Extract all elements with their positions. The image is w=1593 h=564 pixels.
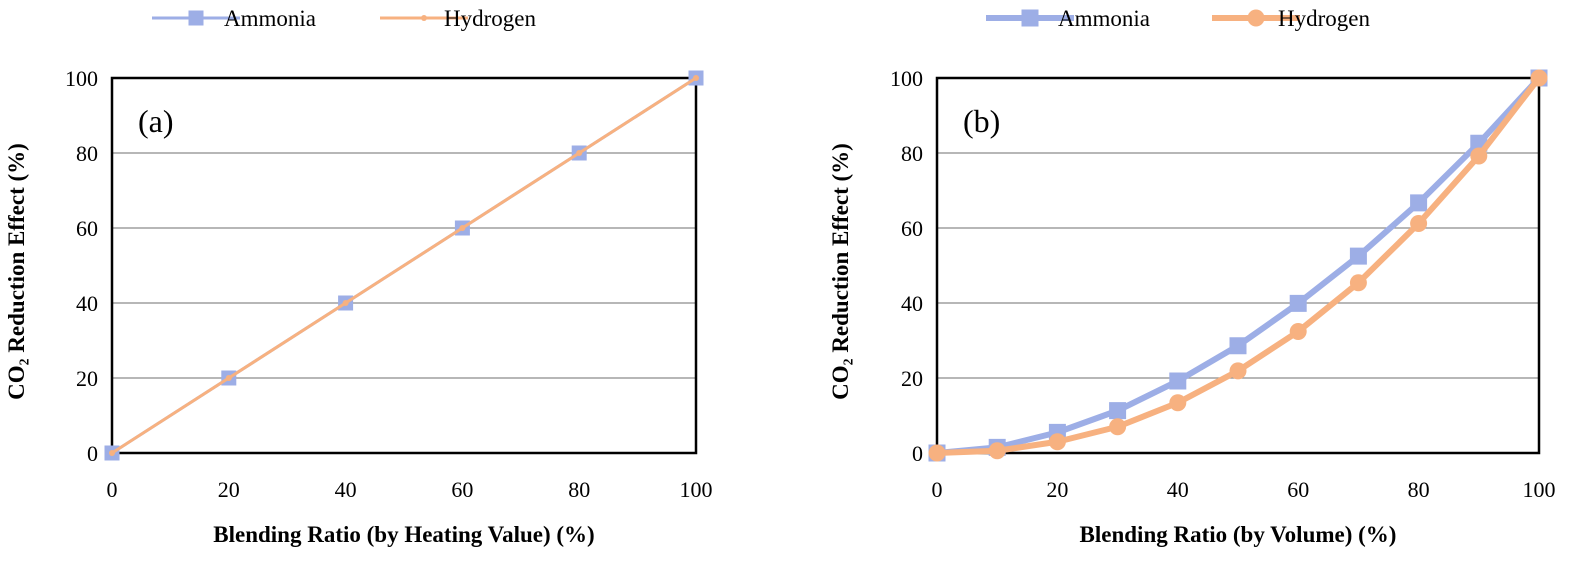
data-point-ammonia bbox=[1410, 194, 1428, 212]
y-tick-label: 0 bbox=[912, 441, 923, 466]
y-tick-label: 80 bbox=[76, 141, 98, 166]
data-point-hydrogen bbox=[459, 225, 466, 231]
y-tick-label: 20 bbox=[901, 366, 923, 391]
data-point-hydrogen bbox=[928, 444, 946, 462]
legend-marker-ammonia bbox=[1021, 9, 1039, 27]
data-point-ammonia bbox=[1349, 247, 1367, 265]
data-point-hydrogen bbox=[342, 300, 349, 306]
chart-panel-b: 0 20 40 60 80 100 0 20 40 60 80 100 Blending Ratio (… bbox=[828, 6, 1556, 547]
plot-area-border bbox=[110, 76, 698, 455]
series-line-hydrogen bbox=[111, 76, 697, 455]
data-point-hydrogen bbox=[1410, 215, 1428, 232]
legend-label-hydrogen: Hydrogen bbox=[444, 6, 536, 31]
y-tick-label: 80 bbox=[901, 141, 923, 166]
x-tick-label: 20 bbox=[1046, 477, 1068, 502]
x-tick-label: 80 bbox=[1408, 477, 1430, 502]
data-point-hydrogen bbox=[576, 150, 583, 156]
panel-label: (b) bbox=[963, 103, 1000, 139]
y-tick-label: 100 bbox=[65, 66, 98, 91]
legend-label-hydrogen: Hydrogen bbox=[1278, 6, 1370, 31]
data-point-hydrogen bbox=[1470, 147, 1488, 165]
data-point-hydrogen bbox=[1289, 323, 1307, 340]
data-point-ammonia bbox=[1289, 294, 1307, 312]
x-tick-label: 60 bbox=[451, 477, 473, 502]
x-tick-label: 0 bbox=[107, 477, 118, 502]
panel-label: (a) bbox=[138, 103, 174, 139]
plot-area-border bbox=[935, 76, 1541, 455]
data-point-hydrogen bbox=[225, 375, 232, 381]
data-point-hydrogen bbox=[693, 75, 699, 81]
x-tick-label: 80 bbox=[568, 477, 590, 502]
legend-label-ammonia: Ammonia bbox=[224, 6, 316, 31]
x-tick-label: 100 bbox=[1523, 477, 1556, 502]
series-line-hydrogen bbox=[936, 76, 1542, 456]
series-line-ammonia bbox=[936, 75, 1542, 456]
x-tick-label: 100 bbox=[680, 477, 713, 502]
data-point-ammonia bbox=[1169, 372, 1187, 390]
y-tick-label: 60 bbox=[76, 216, 98, 241]
data-point-hydrogen bbox=[1530, 69, 1548, 87]
legend-marker-hydrogen bbox=[1247, 9, 1265, 27]
y-tick-label: 0 bbox=[87, 441, 98, 466]
chart-panel-a: 0 20 40 60 80 100 0 20 40 60 80 100 Blending Ratio (… bbox=[4, 6, 713, 547]
legend-label-ammonia: Ammonia bbox=[1058, 6, 1150, 31]
x-tick-label: 60 bbox=[1287, 477, 1309, 502]
data-point-hydrogen bbox=[1229, 362, 1247, 380]
y-tick-label: 100 bbox=[890, 66, 923, 91]
y-tick-label: 20 bbox=[76, 366, 98, 391]
data-point-ammonia bbox=[1109, 402, 1127, 420]
legend-marker-hydrogen bbox=[421, 15, 427, 21]
y-axis-title: CO₂ Reduction Effect (%) bbox=[828, 143, 853, 400]
x-tick-label: 0 bbox=[932, 477, 943, 502]
y-axis-title: CO₂ Reduction Effect (%) bbox=[4, 143, 29, 400]
data-point-ammonia bbox=[1229, 337, 1247, 355]
y-tick-label: 60 bbox=[901, 216, 923, 241]
data-point-hydrogen bbox=[1048, 433, 1066, 451]
x-tick-label: 20 bbox=[218, 477, 240, 502]
legend-marker-ammonia bbox=[188, 10, 204, 26]
data-point-hydrogen bbox=[1169, 394, 1187, 412]
data-point-hydrogen bbox=[1349, 274, 1367, 292]
y-tick-label: 40 bbox=[76, 291, 98, 316]
x-axis-title: Blending Ratio (by Heating Value) (%) bbox=[213, 522, 594, 547]
y-tick-label: 40 bbox=[901, 291, 923, 316]
x-axis-title: Blending Ratio (by Volume) (%) bbox=[1080, 522, 1397, 547]
data-point-hydrogen bbox=[109, 450, 115, 456]
x-tick-label: 40 bbox=[335, 477, 357, 502]
data-point-hydrogen bbox=[1109, 418, 1127, 436]
x-tick-label: 40 bbox=[1167, 477, 1189, 502]
data-point-hydrogen bbox=[988, 442, 1006, 460]
